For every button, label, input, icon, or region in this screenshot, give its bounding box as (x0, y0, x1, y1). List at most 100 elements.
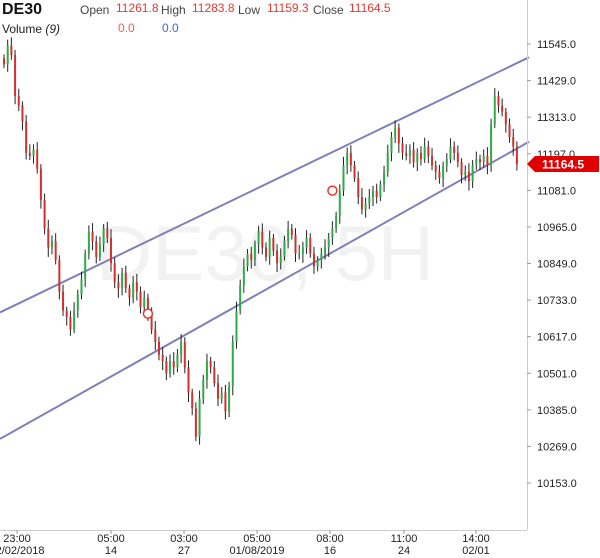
candle (383, 165, 386, 192)
candle (139, 286, 142, 314)
candle (264, 242, 267, 262)
candle-body (139, 291, 142, 308)
x-tick-date: 14 (105, 545, 117, 557)
candle (169, 354, 172, 378)
x-tick-date: 02/01 (462, 545, 490, 557)
candle (121, 267, 124, 296)
candle (438, 164, 441, 184)
candle-body (331, 228, 334, 238)
volume-value-2: 0.0 (162, 21, 179, 35)
candle-body (117, 282, 120, 289)
candle-body (76, 294, 79, 311)
high-value: 11283.8 (192, 1, 235, 15)
y-tick-label: 11081.0 (537, 185, 576, 197)
candle (257, 225, 260, 254)
y-tick-label: 10269.0 (537, 441, 577, 453)
candle (128, 284, 131, 306)
candle (357, 171, 360, 205)
candle-body (405, 152, 408, 156)
candle (194, 402, 197, 442)
candle (253, 240, 256, 267)
candle (390, 131, 393, 162)
x-tick-time: 23:00 (3, 533, 31, 545)
candle-body (375, 190, 378, 197)
candle-body (154, 329, 157, 343)
candle (279, 248, 282, 270)
candle-body (73, 310, 76, 330)
candle-body (43, 200, 46, 229)
candle (165, 356, 168, 381)
candle (479, 154, 482, 171)
candle-body (504, 111, 507, 125)
candle (180, 334, 183, 364)
candle-body (423, 146, 426, 160)
candle-body (14, 55, 17, 97)
candle-body (346, 152, 349, 166)
candle (486, 147, 489, 175)
candle-body (493, 96, 496, 125)
candle (327, 232, 330, 257)
last-price-box (527, 155, 599, 172)
candle-body (47, 228, 50, 248)
candle (102, 224, 105, 252)
candle-body (327, 237, 330, 248)
y-tick-label: 11429.0 (537, 76, 576, 88)
candle-body (467, 171, 470, 182)
candle (272, 233, 275, 256)
candle (412, 142, 415, 168)
candle (161, 347, 164, 371)
candle-body (490, 124, 493, 166)
candle (434, 160, 437, 180)
candle-body (338, 190, 341, 216)
candle (283, 235, 286, 261)
candle (25, 114, 28, 160)
candle (475, 151, 478, 170)
candle (431, 148, 434, 171)
candle-body (191, 392, 194, 409)
last-price-label: 11164.5 (542, 157, 584, 171)
candle-body (301, 247, 304, 254)
candle (349, 145, 352, 172)
candle (135, 273, 138, 301)
candle (47, 219, 50, 257)
candle-body (95, 241, 98, 257)
candle (202, 374, 205, 405)
candle (445, 153, 448, 173)
candle-body (442, 165, 445, 179)
candle-body (261, 231, 264, 248)
candle-body (32, 149, 35, 156)
candle-body (246, 253, 249, 267)
low-label: Low (238, 3, 261, 17)
candle-body (353, 165, 356, 179)
candle-body (102, 228, 105, 245)
candle (157, 336, 160, 361)
candle (268, 230, 271, 265)
candle (117, 274, 120, 298)
candle-body (383, 171, 386, 185)
candle-body (39, 168, 42, 201)
candle-body (512, 137, 515, 147)
last-price-tag: 11164.5 (527, 155, 599, 172)
candle-body (135, 282, 138, 292)
candle-body (479, 159, 482, 163)
trend-channel (0, 56, 530, 440)
candle-body (205, 360, 208, 380)
candle-body (98, 244, 101, 257)
candle-body (113, 263, 116, 283)
candle-body (342, 165, 345, 191)
candle-body (228, 386, 231, 412)
candle (69, 310, 72, 336)
candle-body (239, 285, 242, 311)
candle-body (456, 152, 459, 163)
candle-body (28, 152, 31, 156)
candle (442, 161, 445, 188)
candle (213, 360, 216, 387)
candle-body (412, 149, 415, 163)
candle (379, 180, 382, 202)
candle-body (165, 360, 168, 374)
candle (338, 184, 341, 224)
candle (80, 271, 83, 300)
candle-body (257, 231, 260, 245)
candle-body (283, 241, 286, 257)
